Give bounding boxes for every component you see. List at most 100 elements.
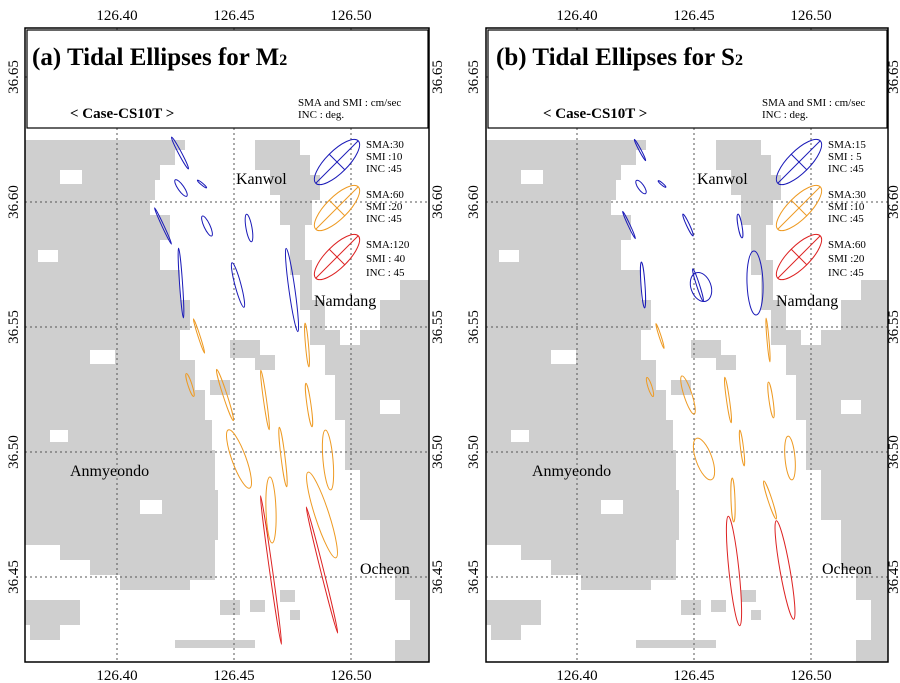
place-namdang-b: Namdang bbox=[776, 293, 838, 310]
tidal-ellipse bbox=[306, 471, 338, 559]
svg-text:36.65: 36.65 bbox=[6, 60, 22, 94]
place-kanwol-b: Kanwol bbox=[697, 171, 748, 188]
tidal-ellipse bbox=[226, 429, 252, 489]
legend-sma-orange-a: SMA:60 bbox=[366, 189, 404, 201]
legend-sma-blue-a: SMA:30 bbox=[366, 139, 404, 151]
svg-text:36.55: 36.55 bbox=[886, 310, 900, 344]
legend-smi-blue-b: SMI : 5 bbox=[828, 151, 862, 163]
svg-text:36.55: 36.55 bbox=[6, 310, 22, 344]
legend-ellipse-orange-b bbox=[775, 184, 823, 232]
panel-title-a: (a) Tidal Ellipses for M2 bbox=[32, 44, 287, 71]
tidal-ellipse bbox=[725, 515, 743, 627]
tidal-ellipse bbox=[763, 480, 777, 520]
tidal-ellipse bbox=[689, 271, 713, 303]
inc-note-b: INC : deg. bbox=[762, 109, 808, 121]
svg-text:126.50: 126.50 bbox=[330, 668, 371, 683]
tidal-ellipse bbox=[655, 323, 665, 349]
legend-ellipse-orange-a bbox=[313, 184, 361, 232]
tidal-ellipse bbox=[657, 180, 667, 188]
inc-note-a: INC : deg. bbox=[298, 109, 344, 121]
svg-text:126.45: 126.45 bbox=[673, 8, 714, 24]
svg-text:126.50: 126.50 bbox=[330, 8, 371, 24]
legend-inc-blue-b: INC :45 bbox=[828, 163, 864, 175]
legend-sma-orange-b: SMA:30 bbox=[828, 189, 866, 201]
svg-text:36.50: 36.50 bbox=[886, 435, 900, 469]
legend-smi-orange-b: SMI :10 bbox=[828, 201, 865, 213]
svg-text:36.45: 36.45 bbox=[886, 560, 900, 594]
legend-a bbox=[313, 138, 361, 281]
tidal-ellipse bbox=[153, 207, 173, 245]
svg-text:126.45: 126.45 bbox=[673, 668, 714, 683]
land-a bbox=[25, 140, 429, 662]
lat-ticks-right-a: 36.65 36.60 36.55 36.50 36.45 bbox=[430, 60, 446, 594]
svg-text:36.45: 36.45 bbox=[6, 560, 22, 594]
tidal-ellipse bbox=[692, 437, 716, 481]
ellipses-b bbox=[622, 138, 796, 627]
place-ocheon-a: Ocheon bbox=[360, 561, 410, 578]
tidal-ellipse bbox=[174, 179, 188, 197]
svg-text:126.40: 126.40 bbox=[556, 668, 597, 683]
svg-text:36.60: 36.60 bbox=[430, 185, 446, 219]
legend-inc-blue-a: INC :45 bbox=[366, 163, 402, 175]
place-anmyeondo-b: Anmyeondo bbox=[532, 463, 611, 480]
svg-text:36.55: 36.55 bbox=[430, 310, 446, 344]
legend-smi-orange-a: SMI :20 bbox=[366, 201, 403, 213]
tidal-ellipse bbox=[767, 381, 775, 419]
svg-text:36.50: 36.50 bbox=[430, 435, 446, 469]
legend-b bbox=[775, 138, 823, 281]
svg-text:36.60: 36.60 bbox=[6, 185, 22, 219]
tidal-ellipse bbox=[284, 247, 300, 333]
legend-smi-red-b: SMI :20 bbox=[828, 253, 865, 265]
tidal-ellipse bbox=[784, 435, 796, 481]
case-label-a: < Case-CS10T > bbox=[70, 106, 174, 122]
place-namdang-a: Namdang bbox=[314, 293, 376, 310]
lon-ticks-top-a: 126.40 126.45 126.50 bbox=[96, 8, 371, 24]
tidal-ellipse bbox=[635, 179, 647, 195]
legend-inc-orange-b: INC :45 bbox=[828, 213, 864, 225]
tidal-ellipse bbox=[765, 317, 771, 363]
tidal-ellipse bbox=[244, 213, 254, 243]
svg-text:36.60: 36.60 bbox=[886, 185, 900, 219]
svg-text:36.50: 36.50 bbox=[6, 435, 22, 469]
lat-ticks-left-b: 36.65 36.60 36.55 36.50 36.45 bbox=[466, 60, 482, 594]
tidal-ellipse bbox=[321, 429, 335, 491]
svg-text:126.45: 126.45 bbox=[213, 8, 254, 24]
tidal-ellipse bbox=[278, 426, 288, 488]
tidal-ellipse bbox=[622, 210, 636, 240]
place-ocheon-b: Ocheon bbox=[822, 561, 872, 578]
legend-inc-red-a: INC : 45 bbox=[366, 267, 405, 279]
title-box-a bbox=[26, 29, 429, 129]
svg-text:36.50: 36.50 bbox=[466, 435, 482, 469]
tidal-ellipse bbox=[304, 322, 310, 368]
tidal-ellipse bbox=[738, 429, 746, 467]
legend-smi-red-a: SMI : 40 bbox=[366, 253, 406, 265]
legend-sma-red-b: SMA:60 bbox=[828, 239, 866, 251]
tidal-ellipse bbox=[680, 375, 696, 415]
place-kanwol-a: Kanwol bbox=[236, 171, 287, 188]
lat-ticks-right-b: 36.65 36.60 36.55 36.50 36.45 bbox=[886, 60, 900, 594]
lon-ticks-top-b: 126.40 126.45 126.50 bbox=[556, 8, 831, 24]
svg-text:126.40: 126.40 bbox=[556, 8, 597, 24]
tidal-ellipse bbox=[639, 261, 647, 309]
tidal-ellipse bbox=[736, 213, 744, 239]
case-label-b: < Case-CS10T > bbox=[543, 106, 647, 122]
svg-text:36.65: 36.65 bbox=[430, 60, 446, 94]
legend-inc-red-b: INC :45 bbox=[828, 267, 864, 279]
svg-text:126.45: 126.45 bbox=[213, 668, 254, 683]
panel-b: (b) Tidal Ellipses for S2 < Case-CS10T >… bbox=[466, 8, 900, 683]
tidal-ellipse bbox=[230, 262, 246, 308]
legend-sma-blue-b: SMA:15 bbox=[828, 139, 866, 151]
svg-text:126.50: 126.50 bbox=[790, 668, 831, 683]
tidal-ellipse bbox=[723, 376, 733, 424]
tidal-ellipse bbox=[170, 136, 190, 170]
svg-text:126.40: 126.40 bbox=[96, 8, 137, 24]
grid-b bbox=[486, 28, 888, 662]
tidal-ellipse bbox=[177, 247, 185, 319]
svg-text:126.50: 126.50 bbox=[790, 8, 831, 24]
tidal-ellipse bbox=[185, 373, 195, 397]
tidal-ellipse bbox=[645, 376, 655, 398]
svg-text:36.45: 36.45 bbox=[430, 560, 446, 594]
panel-title-b: (b) Tidal Ellipses for S2 bbox=[496, 44, 743, 71]
place-anmyeondo-a: Anmyeondo bbox=[70, 463, 149, 480]
